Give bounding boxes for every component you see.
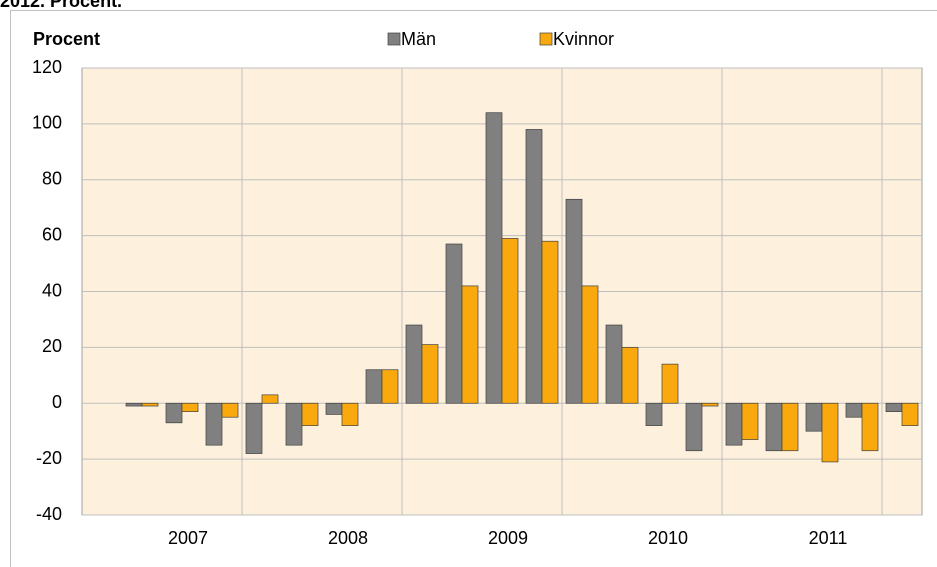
y-tick-label: 80 [42,169,62,189]
chart-title: 2012. Procent. [0,0,122,11]
x-group-label: 2007 [168,528,208,548]
bar [285,402,303,446]
bar [901,402,919,426]
bar [701,402,719,407]
bar [301,402,319,426]
bar [365,369,383,404]
bar [621,347,639,404]
bar [525,129,543,404]
legend-swatch [539,32,553,46]
bar [565,198,583,404]
bar [725,402,743,446]
y-tick-label: 120 [32,57,62,77]
y-tick-label: 20 [42,336,62,356]
bar [541,240,559,404]
y-tick-label: 60 [42,224,62,244]
bar [845,402,863,418]
bar [605,324,623,404]
y-tick-label: 100 [32,113,62,133]
bar [581,285,599,404]
y-tick-label: 40 [42,280,62,300]
legend-swatch [387,32,401,46]
bar [461,285,479,404]
chart-border [10,10,937,567]
bar [821,402,839,463]
bar [125,402,143,407]
bar [861,402,879,452]
bar [485,112,503,404]
bar [325,402,343,415]
bar [181,402,199,412]
x-group-label: 2009 [488,528,528,548]
bar [661,363,679,404]
x-group-label: 2011 [809,528,848,548]
legend-label: Kvinnor [553,29,614,49]
bar [445,243,463,404]
bar [165,402,183,424]
bar [781,402,799,452]
bar [421,344,439,404]
bar [381,369,399,404]
bar [501,238,519,404]
x-group-label: 2010 [648,528,688,548]
y-axis-label: Procent [33,29,100,49]
bar [245,402,263,454]
bar [261,394,279,404]
bar [645,402,663,426]
bar [405,324,423,404]
y-tick-label: -40 [36,504,62,524]
bar [341,402,359,426]
bar [141,402,159,407]
legend: Män Kvinnor [387,29,614,49]
bar [685,402,703,452]
x-group-label: 2008 [328,528,368,548]
y-tick-label: 0 [52,392,62,412]
bar [205,402,223,446]
bar [765,402,783,452]
bar [221,402,239,418]
y-tick-label: -20 [36,448,62,468]
bar [741,402,759,440]
bar [805,402,823,432]
legend-label: Män [401,29,436,49]
bar [885,402,903,412]
